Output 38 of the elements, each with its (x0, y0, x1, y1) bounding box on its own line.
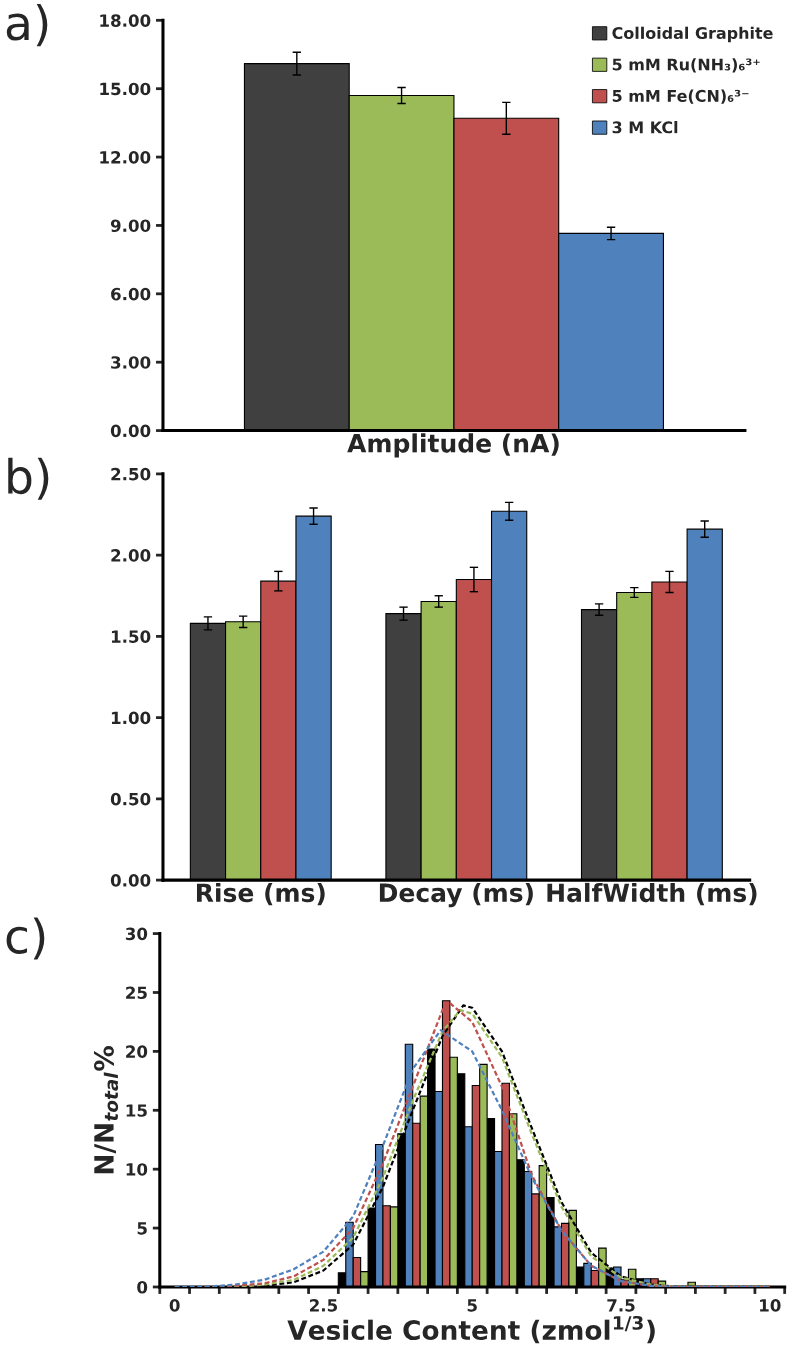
x-tick-label: HalfWidth (ms) (547, 882, 757, 906)
x-axis-title: Vesicle Content (zmol$^{1/3}$) (287, 1315, 655, 1344)
y-tick-label: 12.00 (100, 151, 151, 164)
y-tick-label: 30 (125, 927, 148, 941)
y-axis-title: N/N$_{total}$% (93, 1046, 119, 1174)
y-tick-label: 20 (126, 1045, 148, 1058)
y-tick-label: 5 (137, 1222, 147, 1235)
x-tick-label: Rise (ms) (196, 882, 325, 906)
y-tick-label: 0.00 (110, 874, 151, 887)
y-tick-label: 18.00 (100, 14, 151, 27)
y-tick-label: 2.50 (111, 467, 151, 481)
x-tick-label: 10 (760, 1299, 781, 1312)
y-tick-label: 0 (137, 1280, 148, 1294)
legend-label: 3 M KCl (612, 121, 678, 134)
x-tick-label: Decay (ms) (379, 882, 533, 908)
y-tick-label: 3.00 (111, 356, 151, 369)
legend-label: Colloidal Graphite (612, 26, 773, 43)
y-tick-label: 0.50 (110, 792, 151, 806)
y-tick-label: 0.00 (110, 424, 151, 438)
y-tick-label: 25 (126, 986, 147, 1000)
y-tick-label: 15 (126, 1104, 147, 1117)
x-tick-label: 0 (169, 1299, 180, 1312)
legend-label: 5 mM Ru(NH₃)₆³⁺ (612, 58, 760, 73)
y-tick-label: 15.00 (100, 82, 151, 96)
y-tick-label: 1.00 (111, 711, 151, 725)
text: b) (8, 457, 49, 500)
y-tick-label: 6.00 (111, 287, 151, 301)
y-tick-label: 1.50 (111, 630, 151, 643)
x-tick-label: 7.5 (607, 1299, 635, 1312)
y-tick-label: 10 (126, 1163, 148, 1176)
text: c) (6, 917, 45, 960)
y-tick-label: 2.00 (111, 549, 151, 562)
x-tick-label: 2.5 (310, 1299, 338, 1312)
x-tick-label: 5 (467, 1299, 477, 1312)
text: a) (6, 4, 48, 47)
x-tick-label: Amplitude (nA) (347, 433, 559, 458)
legend-label: 5 mM Fe(CN)₆³⁻ (612, 89, 749, 104)
y-tick-label: 9.00 (110, 219, 151, 233)
